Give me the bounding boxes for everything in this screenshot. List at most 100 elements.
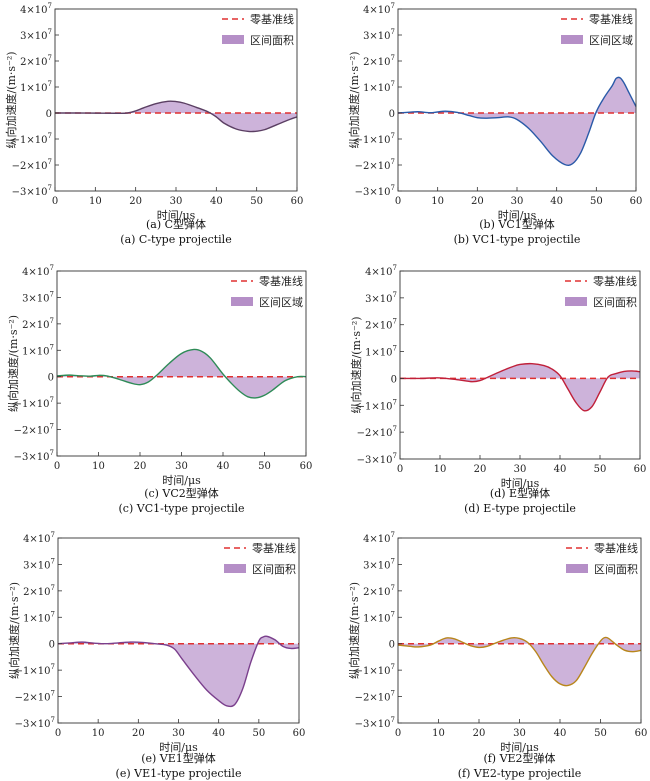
- y-tick-label: −2×107: [355, 690, 395, 704]
- caption-cn: (d) E型弹体: [490, 486, 550, 500]
- y-axis-label: 纵向加速度/(m·s⁻²): [4, 51, 18, 148]
- legend-swatch-area: [231, 297, 253, 306]
- y-tick-label: 3×107: [20, 28, 52, 42]
- y-tick-label: −3×107: [12, 184, 52, 198]
- y-tick-label: 2×107: [23, 584, 55, 598]
- y-tick-mantissa: −2×10: [355, 693, 391, 704]
- y-tick-exponent: 7: [393, 425, 397, 433]
- x-tick-label: 60: [634, 464, 647, 475]
- y-tick-mantissa: −1×10: [15, 666, 51, 677]
- y-tick-label: 2×107: [363, 584, 395, 598]
- y-axis-label: 纵向加速度/(m·s⁻²): [349, 316, 363, 413]
- y-tick-mantissa: −2×10: [12, 161, 48, 172]
- x-tick-label: 20: [134, 461, 147, 472]
- y-tick-exponent: 7: [51, 610, 55, 618]
- y-tick-mantissa: 0: [391, 374, 397, 385]
- y-tick-label: −2×107: [12, 158, 52, 172]
- y-tick-mantissa: 1×10: [363, 83, 390, 94]
- y-tick-mantissa: 2×10: [23, 587, 50, 598]
- area-fill: [398, 77, 636, 166]
- x-tick-label: 50: [594, 464, 607, 475]
- x-tick-label: 60: [293, 728, 306, 739]
- y-tick-label: 3×107: [365, 291, 397, 305]
- y-axis-label: 纵向加速度/(m·s⁻²): [6, 315, 20, 412]
- y-tick-label: −3×107: [15, 716, 55, 730]
- y-tick-mantissa: −3×10: [14, 452, 50, 463]
- y-tick-exponent: 7: [391, 54, 395, 62]
- series-line: [397, 636, 642, 687]
- x-tick-label: 40: [550, 196, 563, 207]
- x-tick-label: 40: [212, 728, 225, 739]
- y-tick-exponent: 7: [393, 291, 397, 299]
- x-tick-label: 10: [432, 728, 445, 739]
- x-tick-label: 40: [210, 196, 223, 207]
- y-tick-exponent: 7: [391, 132, 395, 140]
- x-tick-label: 60: [635, 728, 648, 739]
- y-tick-mantissa: −2×10: [357, 428, 393, 439]
- y-tick-label: 1×107: [365, 345, 397, 359]
- caption-cn: (f) VE2型弹体: [483, 751, 555, 765]
- y-tick-mantissa: −3×10: [12, 187, 48, 198]
- y-tick-label: −1×107: [355, 663, 395, 677]
- y-tick-label: −1×107: [355, 132, 395, 146]
- y-tick-label: 4×107: [363, 2, 395, 16]
- y-tick-exponent: 7: [51, 716, 55, 724]
- y-tick-label: 2×107: [365, 318, 397, 332]
- x-tick-label: 40: [554, 464, 567, 475]
- y-tick-label: 0: [389, 109, 395, 120]
- legend-swatch-area: [566, 564, 588, 573]
- y-tick-exponent: 7: [50, 264, 54, 272]
- legend-label-baseline: 零基准线: [252, 541, 296, 555]
- y-tick-mantissa: 2×10: [363, 57, 390, 68]
- y-tick-label: 0: [389, 640, 395, 651]
- x-tick-label: 10: [431, 196, 444, 207]
- y-tick-exponent: 7: [393, 345, 397, 353]
- x-tick-label: 30: [514, 464, 527, 475]
- x-tick-label: 60: [300, 461, 313, 472]
- x-tick-label: 20: [473, 728, 486, 739]
- legend-label-baseline: 零基准线: [593, 274, 637, 288]
- x-tick-label: 30: [170, 196, 183, 207]
- x-tick-label: 40: [554, 728, 567, 739]
- caption-cn: (e) VE1型弹体: [141, 751, 216, 765]
- y-axis-label: 纵向加速度/(m·s⁻²): [347, 51, 361, 148]
- y-tick-exponent: 7: [393, 452, 397, 460]
- legend-swatch-area: [565, 297, 587, 306]
- legend-label-baseline: 零基准线: [259, 274, 303, 288]
- area-fill: [55, 101, 297, 132]
- area-fill: [58, 636, 299, 707]
- y-tick-label: −3×107: [355, 716, 395, 730]
- y-tick-exponent: 7: [48, 28, 52, 36]
- chart-panel-f: 0 10 20 30 40 50 604×1073×1072×1071×1070−1×107…: [347, 531, 647, 780]
- y-tick-exponent: 7: [51, 557, 55, 565]
- x-tick-label: 20: [132, 728, 145, 739]
- y-tick-label: 2×107: [363, 54, 395, 68]
- y-tick-mantissa: 2×10: [22, 320, 49, 331]
- y-tick-exponent: 7: [391, 2, 395, 10]
- y-tick-exponent: 7: [391, 184, 395, 192]
- y-tick-exponent: 7: [391, 80, 395, 88]
- y-tick-exponent: 7: [391, 557, 395, 565]
- series-line: [57, 635, 300, 708]
- y-tick-exponent: 7: [51, 584, 55, 592]
- y-tick-exponent: 7: [391, 663, 395, 671]
- x-tick-label: 20: [129, 196, 142, 207]
- x-tick-label: 50: [590, 196, 603, 207]
- caption-en: (a) C-type projectile: [120, 233, 231, 246]
- y-tick-exponent: 7: [391, 610, 395, 618]
- legend-label-baseline: 零基准线: [589, 12, 633, 26]
- y-tick-label: 4×107: [363, 531, 395, 545]
- y-tick-label: −3×107: [14, 449, 54, 463]
- y-tick-exponent: 7: [48, 80, 52, 88]
- y-tick-label: 1×107: [363, 80, 395, 94]
- y-tick-mantissa: 1×10: [23, 613, 50, 624]
- y-tick-label: 2×107: [22, 317, 54, 331]
- y-tick-exponent: 7: [391, 28, 395, 36]
- x-tick-label: 0: [395, 728, 401, 739]
- y-tick-label: 1×107: [23, 610, 55, 624]
- caption-en: (f) VE2-type projectile: [458, 767, 582, 780]
- y-tick-exponent: 7: [391, 716, 395, 724]
- y-axis-label: 纵向加速度/(m·s⁻²): [7, 582, 21, 679]
- y-tick-label: 4×107: [365, 264, 397, 278]
- x-tick-label: 10: [92, 728, 105, 739]
